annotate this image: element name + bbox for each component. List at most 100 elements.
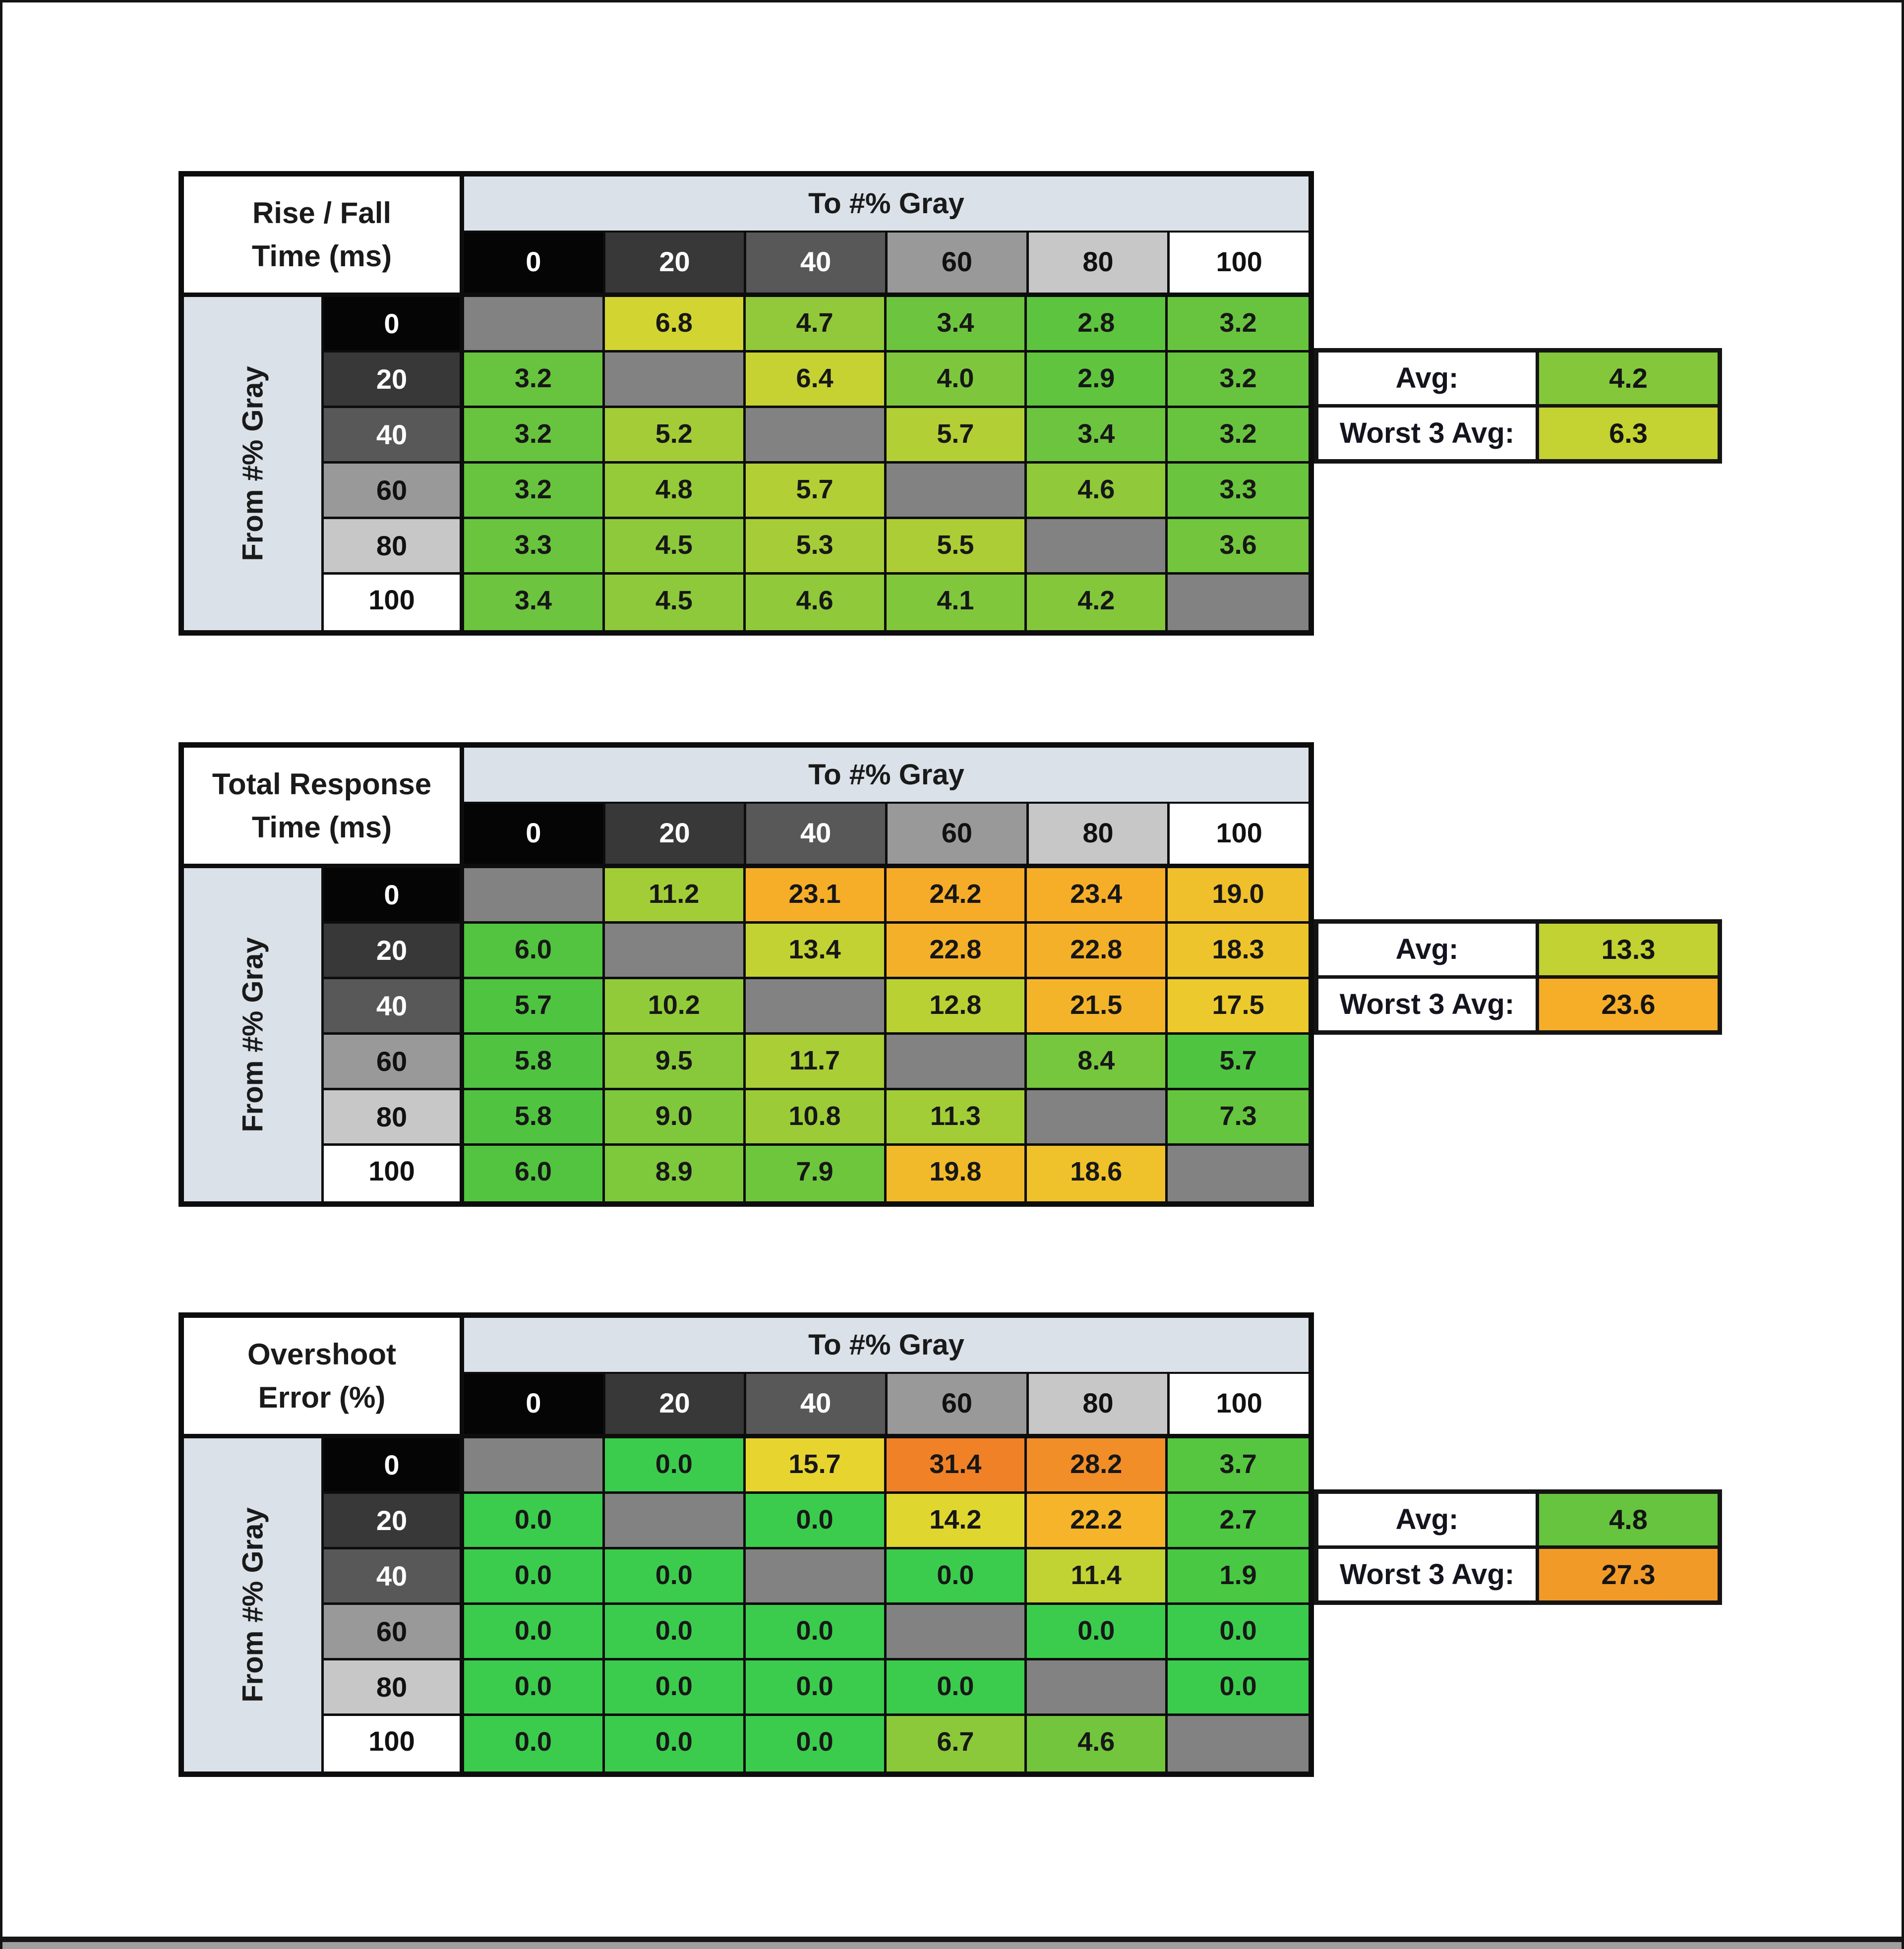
row-header-100: 100 [324, 1146, 460, 1199]
worst3-value: 6.3 [1539, 408, 1718, 459]
value-cell: 0.0 [464, 1660, 605, 1716]
value-cell: 0.0 [464, 1605, 605, 1660]
value-cell: 21.5 [1027, 979, 1168, 1035]
value-cell: 17.5 [1168, 979, 1309, 1035]
worst3-row: Worst 3 Avg: 6.3 [1318, 404, 1718, 459]
data-grid: 6.8 4.7 3.4 2.8 3.2 3.2 6.4 4.0 2.9 3.2 3.2 5.2 5.7 3… [464, 297, 1309, 630]
table-title: Rise / Fall Time (ms) [184, 177, 464, 293]
table-title-line1: Total Response [212, 768, 432, 801]
value-cell: 4.5 [604, 519, 746, 575]
from-gray-strip: From #% Gray [184, 297, 324, 630]
value-cell: 4.6 [1027, 1716, 1168, 1772]
diagonal-cell [1027, 1090, 1168, 1146]
value-cell: 5.7 [464, 979, 605, 1035]
column-header-area: To #% Gray 0 20 40 60 80 100 [464, 1318, 1309, 1434]
window-edge-bar [2, 1937, 1902, 1949]
value-cell: 23.4 [1027, 868, 1168, 924]
to-gray-header: To #% Gray [464, 1318, 1309, 1374]
row-header-80: 80 [324, 519, 460, 575]
value-cell: 3.2 [464, 353, 605, 408]
value-cell: 6.0 [464, 1146, 605, 1201]
value-cell: 0.0 [604, 1549, 746, 1605]
value-cell: 5.7 [1168, 1035, 1309, 1090]
diagonal-cell [1168, 1146, 1309, 1201]
value-cell: 5.5 [886, 519, 1027, 575]
value-cell: 0.0 [886, 1660, 1027, 1716]
avg-value: 13.3 [1539, 924, 1718, 975]
diagonal-cell [886, 464, 1027, 519]
table-title: Overshoot Error (%) [184, 1318, 464, 1434]
column-headers: 0 20 40 60 80 100 [464, 804, 1309, 864]
value-cell: 4.6 [745, 575, 887, 630]
col-header-20: 20 [605, 233, 747, 293]
table-title-line1: Overshoot [247, 1338, 397, 1371]
value-cell: 7.9 [745, 1146, 887, 1201]
diagonal-cell [464, 1438, 605, 1494]
diagonal-cell [464, 868, 605, 924]
value-cell: 11.2 [604, 868, 746, 924]
diagonal-cell [464, 297, 605, 353]
column-header-area: To #% Gray 0 20 40 60 80 100 [464, 748, 1309, 864]
col-header-100: 100 [1170, 804, 1309, 864]
value-cell: 5.2 [604, 408, 746, 464]
value-cell: 6.8 [604, 297, 746, 353]
value-cell: 5.7 [745, 464, 887, 519]
value-cell: 0.0 [1168, 1660, 1309, 1716]
row-header-40: 40 [324, 408, 460, 464]
col-header-60: 60 [888, 804, 1029, 864]
value-cell: 14.2 [886, 1494, 1027, 1549]
value-cell: 3.7 [1168, 1438, 1309, 1494]
diagonal-cell [1027, 519, 1168, 575]
total-response-table: Total Response Time (ms) To #% Gray 0 20 4… [178, 742, 1722, 1207]
col-header-0: 0 [464, 804, 605, 864]
value-cell: 5.7 [886, 408, 1027, 464]
table-body: From #% Gray 0 20 40 60 80 100 11.2 23.1 24.2 23… [184, 868, 1309, 1201]
value-cell: 4.1 [886, 575, 1027, 630]
value-cell: 0.0 [886, 1549, 1027, 1605]
to-gray-header: To #% Gray [464, 748, 1309, 804]
value-cell: 11.7 [745, 1035, 887, 1090]
row-header-60: 60 [324, 1605, 460, 1660]
value-cell: 15.7 [745, 1438, 887, 1494]
value-cell: 9.5 [604, 1035, 746, 1090]
data-grid: 0.0 15.7 31.4 28.2 3.7 0.0 0.0 14.2 22.2 2.7 0.0 0.… [464, 1438, 1309, 1772]
rise-fall-table: Rise / Fall Time (ms) To #% Gray 0 20 40 60… [178, 171, 1722, 636]
avg-label: Avg: [1318, 353, 1539, 404]
table-header-row: Overshoot Error (%) To #% Gray 0 20 40 60 80… [184, 1318, 1309, 1438]
value-cell: 19.0 [1168, 868, 1309, 924]
value-cell: 9.0 [604, 1090, 746, 1146]
value-cell: 0.0 [745, 1660, 887, 1716]
col-header-60: 60 [888, 233, 1029, 293]
value-cell: 23.1 [745, 868, 887, 924]
from-gray-strip: From #% Gray [184, 1438, 324, 1772]
value-cell: 22.8 [1027, 924, 1168, 979]
col-header-40: 40 [746, 804, 888, 864]
table-body: From #% Gray 0 20 40 60 80 100 6.8 4.7 3.4 2.8 3.… [184, 297, 1309, 630]
row-header-80: 80 [324, 1090, 460, 1146]
worst3-row: Worst 3 Avg: 27.3 [1318, 1545, 1718, 1600]
col-header-20: 20 [605, 1374, 747, 1434]
row-header-100: 100 [324, 575, 460, 628]
row-header-40: 40 [324, 979, 460, 1035]
avg-summary: Avg: 4.8 Worst 3 Avg: 27.3 [1314, 1489, 1722, 1605]
row-header-100: 100 [324, 1716, 460, 1769]
avg-row: Avg: 13.3 [1318, 924, 1718, 975]
value-cell: 22.8 [886, 924, 1027, 979]
diagonal-cell [886, 1035, 1027, 1090]
value-cell: 22.2 [1027, 1494, 1168, 1549]
col-header-100: 100 [1170, 1374, 1309, 1434]
row-headers: 0 20 40 60 80 100 [324, 1438, 464, 1772]
avg-row: Avg: 4.8 [1318, 1494, 1718, 1545]
diagonal-cell [604, 353, 746, 408]
from-gray-header: From #% Gray [237, 937, 269, 1132]
avg-label: Avg: [1318, 924, 1539, 975]
worst3-value: 27.3 [1539, 1549, 1718, 1600]
value-cell: 6.7 [886, 1716, 1027, 1772]
value-cell: 3.2 [1168, 353, 1309, 408]
row-header-60: 60 [324, 464, 460, 519]
value-cell: 0.0 [464, 1716, 605, 1772]
col-header-80: 80 [1028, 1374, 1170, 1434]
value-cell: 2.8 [1027, 297, 1168, 353]
from-gray-header: From #% Gray [237, 1507, 269, 1703]
avg-summary: Avg: 13.3 Worst 3 Avg: 23.6 [1314, 919, 1722, 1035]
